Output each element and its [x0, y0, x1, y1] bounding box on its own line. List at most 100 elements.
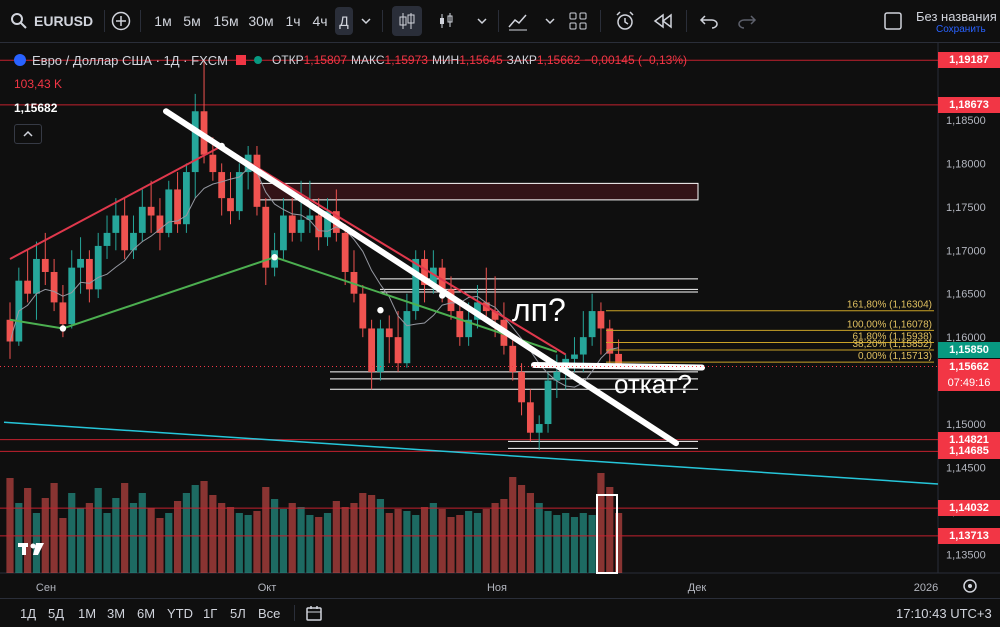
annotation-otkat: откат? [614, 369, 692, 399]
volume-bar [253, 511, 261, 573]
candle-body [429, 267, 437, 286]
candle-body [306, 215, 314, 220]
range-3m[interactable]: 3М [107, 605, 126, 621]
range-all[interactable]: Все [258, 605, 281, 621]
price-tick-label: 1,14500 [946, 462, 986, 474]
close-value: 1,15662 [536, 53, 581, 67]
open-label: ОТКР [271, 53, 304, 67]
volume-bar [182, 493, 190, 573]
undo-button[interactable] [696, 0, 722, 42]
candle-body [315, 215, 323, 238]
candle-body [288, 215, 296, 233]
interval-1h[interactable]: 1ч [285, 13, 301, 29]
channel-line [3, 421, 939, 485]
candle-body [227, 198, 234, 212]
chart-type-dropdown[interactable] [472, 0, 492, 42]
range-1y[interactable]: 1Г [203, 605, 218, 621]
volume-bar [517, 485, 526, 573]
interval-5m[interactable]: 5м [183, 13, 201, 29]
anchor-point [271, 254, 278, 261]
candles-button[interactable] [392, 6, 422, 36]
volume-bar [385, 513, 393, 573]
scale-settings-button[interactable] [963, 579, 977, 593]
redo-icon [738, 15, 757, 29]
price-badge: 1,15850 [938, 342, 1000, 359]
price-badge: 1,18673 [938, 96, 1000, 113]
clock[interactable]: 17:10:43 UTC+3 [896, 605, 992, 621]
range-1m[interactable]: 1М [78, 605, 97, 621]
layout-title[interactable]: Без названия [916, 9, 997, 24]
collapse-legend-button[interactable] [14, 124, 42, 144]
candle-body [94, 245, 102, 290]
candle-body [597, 311, 605, 329]
candle-body [509, 345, 517, 372]
volume-bar [588, 515, 596, 573]
candle-body [535, 424, 543, 433]
add-symbol-button[interactable] [108, 0, 134, 42]
volume-bar [491, 503, 499, 573]
interval-30m[interactable]: 30м [248, 13, 274, 29]
price-tick-label: 1,18000 [946, 158, 986, 170]
fib-label: 38,20% (1,15852) [852, 339, 932, 350]
indicators-dropdown[interactable] [540, 0, 560, 42]
layout-checkbox[interactable] [882, 0, 904, 42]
candle-body [341, 232, 349, 272]
candle-body [174, 189, 181, 225]
goto-date-button[interactable] [305, 599, 323, 627]
candle-body [465, 319, 473, 338]
range-5d[interactable]: 5Д [48, 605, 65, 621]
range-ytd[interactable]: YTD [167, 605, 193, 621]
price-tick-label: 1,18500 [946, 115, 986, 127]
candle-body [147, 206, 155, 216]
volume-bar [191, 485, 199, 573]
fib-label: 161,80% (1,16304) [847, 300, 932, 311]
interval-1d[interactable]: Д [335, 7, 353, 35]
bar-style-button[interactable] [434, 0, 458, 42]
range-5y[interactable]: 5Л [230, 605, 246, 621]
volume-bar [173, 501, 182, 573]
symbol-search[interactable]: EURUSD [4, 0, 104, 42]
alert-button[interactable] [612, 0, 638, 42]
range-6m[interactable]: 6М [137, 605, 156, 621]
grid-icon [569, 12, 587, 30]
volume-bar [473, 513, 482, 573]
candle-body [191, 111, 199, 173]
volume-bar [526, 493, 534, 573]
volume-bar [368, 495, 376, 573]
replay-button[interactable] [650, 0, 676, 42]
time-tick-label: Дек [688, 582, 707, 594]
volume-bar [570, 517, 579, 573]
candle-body [403, 311, 411, 364]
interval-1m[interactable]: 1м [154, 13, 172, 29]
candle-body [41, 258, 49, 272]
candlesticks [6, 60, 622, 451]
ma-value: 1,15682 [14, 101, 58, 115]
volume-bar [350, 503, 358, 573]
interval-15m[interactable]: 15м [213, 13, 239, 29]
price-chart[interactable]: 161,80% (1,16304) 100,00% (1,16078) 61,80%… [0, 43, 1000, 598]
undo-icon [699, 15, 718, 29]
price-tick-label: 1,13500 [946, 549, 986, 561]
fib-levels: 161,80% (1,16304) 100,00% (1,16078) 61,80%… [606, 300, 934, 363]
interval-4h[interactable]: 4ч [312, 13, 328, 29]
support-segment [531, 361, 705, 371]
low-label: МИН [431, 53, 460, 67]
bottom-toolbar: 1Д 5Д 1М 3М 6М YTD 1Г 5Л Все 17:10:43 UT… [0, 598, 1000, 627]
save-link[interactable]: Сохранить [936, 24, 986, 35]
candle-body [526, 402, 534, 433]
search-icon [11, 13, 27, 29]
time-tick-label: Сен [36, 582, 56, 594]
candle-body [280, 215, 287, 251]
interval-dropdown[interactable] [356, 0, 376, 42]
chevron-down-icon [477, 18, 487, 25]
time-tick-label: Окт [258, 582, 277, 594]
redo-button[interactable] [734, 0, 760, 42]
high-value: 1,15973 [384, 53, 428, 67]
candles-icon [399, 13, 415, 29]
volume-bar [244, 515, 252, 573]
indicators-button[interactable] [504, 0, 532, 42]
range-1d[interactable]: 1Д [20, 605, 37, 621]
volume-bar [394, 509, 402, 573]
layouts-button[interactable] [566, 0, 590, 42]
volume-bar [403, 511, 411, 573]
